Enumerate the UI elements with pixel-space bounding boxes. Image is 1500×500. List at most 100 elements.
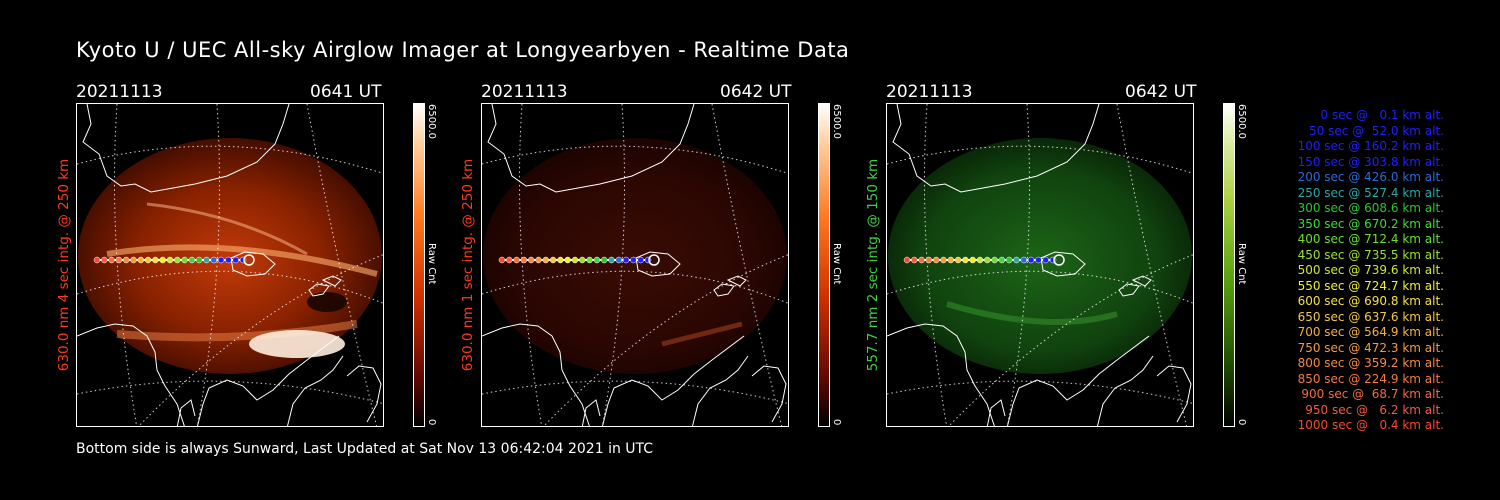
track-dot xyxy=(586,256,593,264)
station-marker xyxy=(243,254,255,266)
legend-entry: 250 sec @ 527.4 km alt. xyxy=(1297,185,1444,200)
station-marker xyxy=(648,254,660,266)
track-dot xyxy=(115,256,123,264)
track-dot xyxy=(535,256,542,264)
legend-entry: 350 sec @ 670.2 km alt. xyxy=(1297,216,1444,231)
panel-1-cbar-max: 6500.0 xyxy=(426,104,437,139)
track-dot xyxy=(615,256,623,264)
track-dot xyxy=(203,256,210,264)
track-dot xyxy=(506,256,513,264)
track-dot xyxy=(998,256,1006,264)
track-dot xyxy=(108,256,115,264)
track-dot xyxy=(174,256,181,264)
track-dot xyxy=(144,256,152,264)
station-marker xyxy=(1053,254,1065,266)
footer-note: Bottom side is always Sunward, Last Upda… xyxy=(76,441,654,457)
panel-2-cbar-max: 6500.0 xyxy=(831,104,842,139)
track-dot xyxy=(225,256,232,264)
track-dot xyxy=(608,256,615,264)
trajectory-legend: 0 sec @ 0.1 km alt. 50 sec @ 52.0 km alt.… xyxy=(1268,108,1444,434)
track-dot xyxy=(542,256,550,264)
legend-entry: 500 sec @ 739.6 km alt. xyxy=(1297,263,1444,277)
panel-3-image xyxy=(886,103,1194,427)
panel-3-time: 0642 UT xyxy=(1125,82,1197,102)
track-dot xyxy=(630,256,637,264)
track-dot xyxy=(991,256,998,264)
track-dot xyxy=(520,256,528,264)
legend-entry: 450 sec @ 735.5 km alt. xyxy=(1297,247,1444,262)
panel-3-date: 20211113 xyxy=(886,82,973,102)
track-dot xyxy=(571,256,579,264)
panel-2-ylabel: 630.0 nm 1 sec intg. @ 250 km xyxy=(460,158,476,372)
track-dot xyxy=(181,256,188,264)
track-dot xyxy=(93,256,101,264)
track-dot xyxy=(1042,256,1049,264)
track-dot xyxy=(1005,256,1013,264)
legend-entry: 0 sec @ 0.1 km alt. xyxy=(1320,108,1445,122)
track-dot xyxy=(925,256,933,264)
track-dot xyxy=(903,256,911,264)
track-dot xyxy=(513,256,520,264)
legend-entry: 300 sec @ 608.6 km alt. xyxy=(1297,201,1444,215)
track-dot xyxy=(1035,256,1042,264)
track-dot xyxy=(210,256,218,264)
track-dot xyxy=(962,256,969,264)
legend-entry: 800 sec @ 359.2 km alt. xyxy=(1297,356,1444,370)
track-dot xyxy=(911,256,918,264)
track-dot xyxy=(622,256,630,264)
panel-1-date: 20211113 xyxy=(76,82,163,102)
track-dot xyxy=(527,256,535,264)
legend-entry: 200 sec @ 426.0 km alt. xyxy=(1297,170,1444,184)
track-dot xyxy=(637,256,644,264)
track-dot xyxy=(152,256,159,264)
page-title: Kyoto U / UEC All-sky Airglow Imager at … xyxy=(76,38,850,62)
track-dot xyxy=(600,256,608,264)
track-dot xyxy=(947,256,955,264)
track-dot xyxy=(217,256,225,264)
track-dot xyxy=(101,256,108,264)
track-dot xyxy=(498,256,506,264)
panel-1-cbar-unit: Raw Cnt xyxy=(426,243,437,285)
panel-2-image xyxy=(481,103,789,427)
panel-2-time: 0642 UT xyxy=(720,82,792,102)
panel-3-svg xyxy=(887,104,1193,426)
track-dot xyxy=(954,256,962,264)
legend-entry: 650 sec @ 637.6 km alt. xyxy=(1297,309,1444,324)
panel-1-ylabel: 630.0 nm 4 sec intg. @ 250 km xyxy=(56,158,72,372)
track-dot xyxy=(579,256,586,264)
track-dot xyxy=(593,256,601,264)
legend-entry: 950 sec @ 6.2 km alt. xyxy=(1305,402,1444,417)
track-dot xyxy=(940,256,947,264)
track-dot xyxy=(984,256,991,264)
track-dot xyxy=(564,256,571,264)
panel-1-time: 0641 UT xyxy=(310,82,382,102)
track-dot xyxy=(1013,256,1020,264)
panel-2-cbar-unit: Raw Cnt xyxy=(831,243,842,285)
panel-1-image xyxy=(76,103,384,427)
track-dot xyxy=(188,256,196,264)
track-dot xyxy=(976,256,984,264)
legend-entry: 850 sec @ 224.9 km alt. xyxy=(1297,371,1444,386)
legend-entry: 550 sec @ 724.7 km alt. xyxy=(1297,278,1444,293)
track-dot xyxy=(166,256,174,264)
track-dot xyxy=(918,256,925,264)
legend-entry: 1000 sec @ 0.4 km alt. xyxy=(1297,418,1444,432)
legend-entry: 150 sec @ 303.8 km alt. xyxy=(1297,154,1444,169)
panel-3-colorbar xyxy=(1223,103,1235,427)
legend-entry: 600 sec @ 690.8 km alt. xyxy=(1297,294,1444,308)
panel-1-colorbar xyxy=(413,103,425,427)
legend-entry: 900 sec @ 68.7 km alt. xyxy=(1301,387,1444,401)
panel-2-colorbar xyxy=(818,103,830,427)
panel-3-cbar-max: 6500.0 xyxy=(1236,104,1247,139)
legend-entry: 400 sec @ 712.4 km alt. xyxy=(1297,232,1444,246)
panel-2-cbar-min: 0 xyxy=(831,419,842,426)
panel-1-svg xyxy=(77,104,383,426)
track-dot xyxy=(932,256,940,264)
panel-3-cbar-unit: Raw Cnt xyxy=(1236,243,1247,285)
track-dot xyxy=(969,256,976,264)
panel-3-ylabel: 557.7 nm 2 sec intg. @ 150 km xyxy=(865,158,881,372)
track-dot xyxy=(1027,256,1035,264)
legend-entry: 100 sec @ 160.2 km alt. xyxy=(1297,139,1444,153)
track-dot xyxy=(557,256,564,264)
track-dot xyxy=(1020,256,1028,264)
